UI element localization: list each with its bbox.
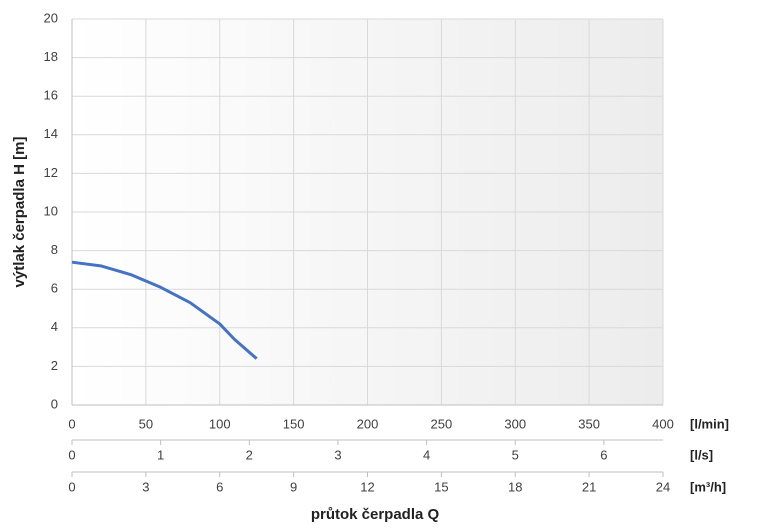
x-tick-label: 250	[431, 416, 453, 431]
x-tick-label: 12	[360, 479, 374, 494]
x-tick-label: 15	[434, 479, 448, 494]
x-tick-label: 6	[600, 447, 607, 462]
y-tick-label: 0	[51, 396, 58, 411]
y-tick-label: 20	[44, 10, 58, 25]
y-tick-label: 16	[44, 88, 58, 103]
x-tick-label: 50	[139, 416, 153, 431]
y-tick-label: 10	[44, 203, 58, 218]
x-tick-label: 9	[290, 479, 297, 494]
x-tick-label: 3	[142, 479, 149, 494]
x-tick-label: 21	[582, 479, 596, 494]
x-tick-label: 100	[209, 416, 231, 431]
x-tick-label: 5	[512, 447, 519, 462]
x-tick-label: 24	[656, 479, 670, 494]
x-tick-label: 2	[246, 447, 253, 462]
y-tick-label: 12	[44, 165, 58, 180]
x-unit: [l/min]	[690, 416, 729, 431]
x-tick-label: 4	[423, 447, 430, 462]
y-tick-label: 4	[51, 319, 58, 334]
x2-unit: [l/s]	[690, 447, 713, 462]
x-tick-label: 350	[578, 416, 600, 431]
y-tick-label: 18	[44, 49, 58, 64]
x-tick-label: 150	[283, 416, 305, 431]
x-tick-label: 0	[68, 447, 75, 462]
y-tick-label: 6	[51, 281, 58, 296]
y-tick-label: 14	[44, 126, 58, 141]
x-tick-label: 1	[157, 447, 164, 462]
x-tick-label: 400	[652, 416, 674, 431]
line-series	[71, 260, 258, 360]
x-tick-label: 18	[508, 479, 522, 494]
x-axis-title: průtok čerpadla Q	[311, 506, 440, 523]
y-axis-title: výtlak čerpadla H [m]	[11, 137, 28, 288]
x-tick-label: 0	[68, 479, 75, 494]
x-tick-label: 200	[357, 416, 379, 431]
y-tick-label: 8	[51, 242, 58, 257]
x-tick-label: 0	[68, 416, 75, 431]
y-tick-label: 2	[51, 358, 58, 373]
x3-unit: [m³/h]	[690, 479, 726, 494]
x-tick-label: 3	[334, 447, 341, 462]
x-tick-label: 6	[216, 479, 223, 494]
x-tick-label: 300	[504, 416, 526, 431]
